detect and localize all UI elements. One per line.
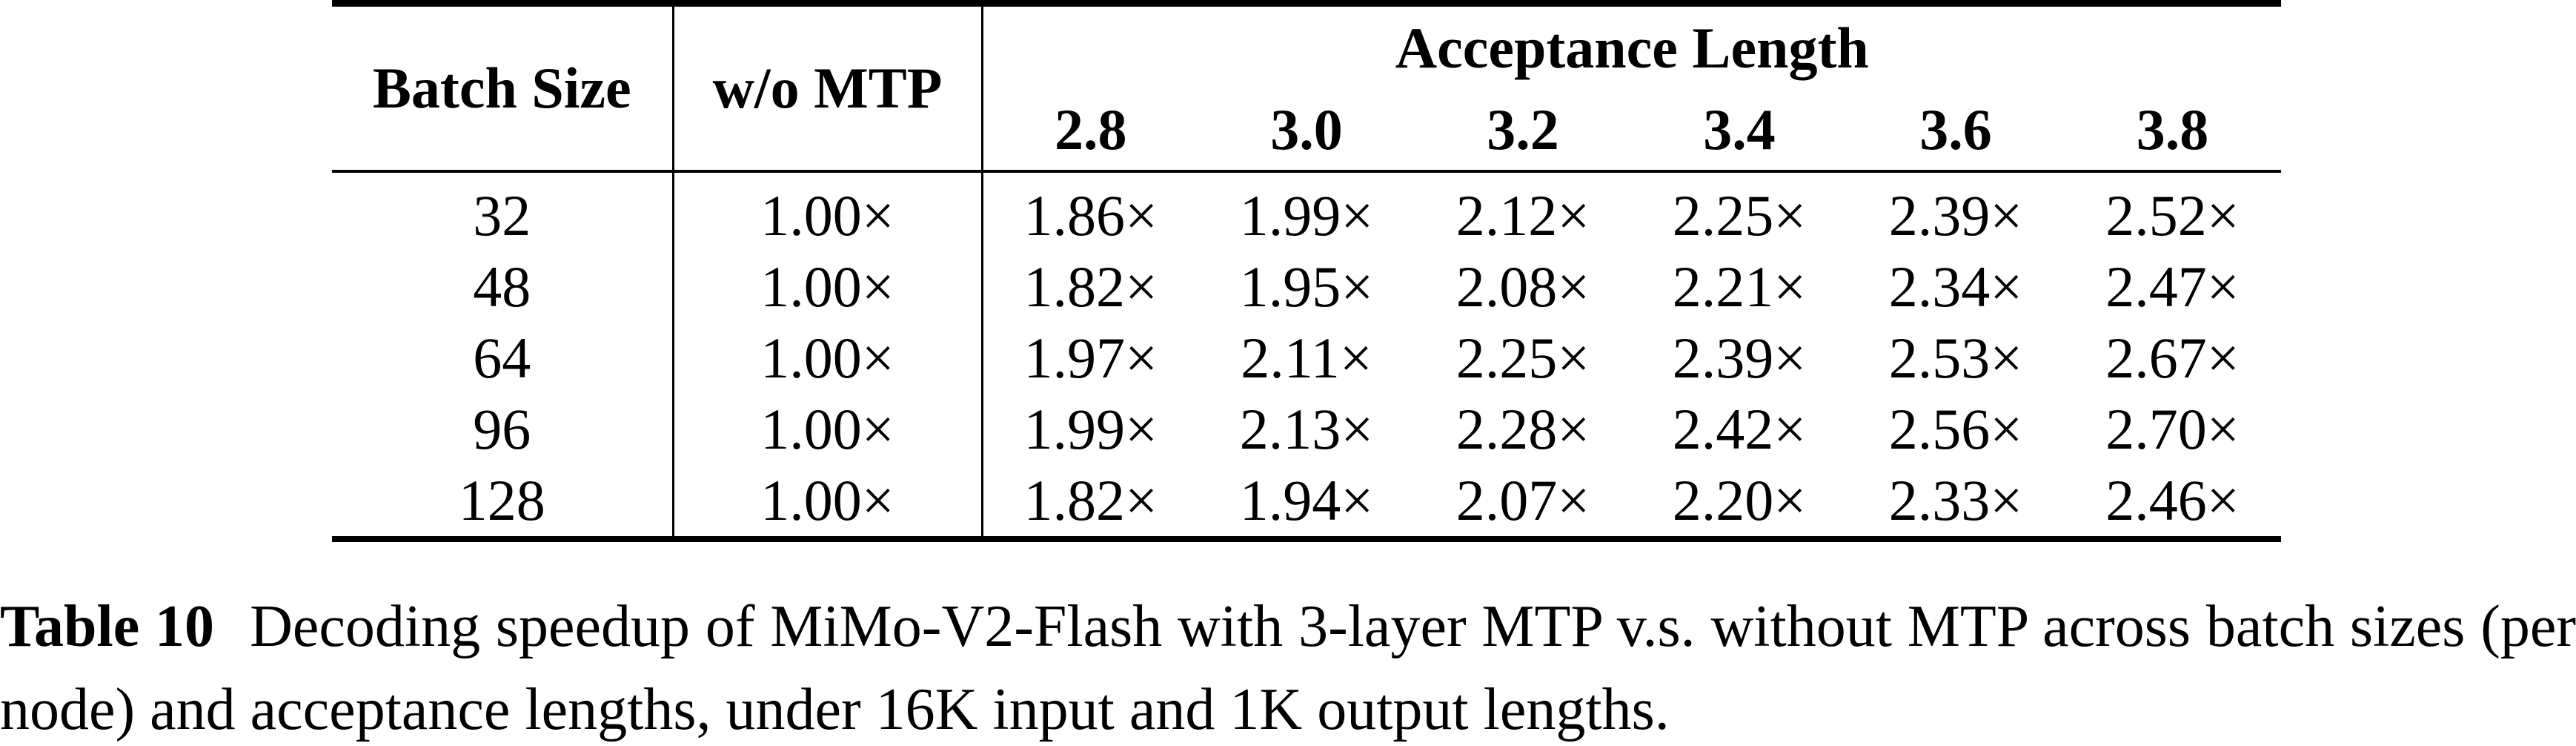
speedup-cell: 1.94× (1239, 468, 1374, 532)
speedup-cell: 1.99× (1239, 183, 1374, 248)
wo-mtp-cell: 1.00× (673, 171, 983, 251)
speedup-cell: 2.33× (1888, 468, 2023, 532)
table-body: 32 1.00× 1.86× 1.99× 2.12× 2.25× 2.39× 2… (332, 171, 2281, 539)
wo-mtp-cell: 1.00× (673, 394, 983, 465)
acceptance-col-header-1: 2.8 (982, 90, 1198, 173)
speedup-cell: 2.39× (1888, 183, 2023, 248)
speedup-cell: 2.47× (2105, 254, 2240, 319)
speedup-cell: 2.08× (1455, 254, 1590, 319)
speedup-cell: 2.70× (2105, 397, 2240, 461)
caption-text: Decoding speedup of MiMo-V2-Flash with 3… (0, 594, 2576, 742)
speedup-cell: 2.39× (1672, 326, 1807, 390)
table-row: 128 1.00× 1.82× 1.94× 2.07× 2.20× 2.33× … (332, 465, 2281, 539)
wo-mtp-cell: 1.00× (673, 465, 983, 539)
speedup-cell: 2.11× (1241, 326, 1372, 390)
speedup-table: Batch Size w/o MTP Acceptance Length 2.8… (332, 0, 2282, 542)
speedup-cell: 2.21× (1672, 254, 1807, 319)
wo-mtp-cell: 1.00× (673, 251, 983, 323)
speedup-cell: 2.52× (2105, 183, 2240, 248)
speedup-cell: 2.67× (2105, 326, 2240, 390)
speedup-cell: 1.82× (1023, 468, 1158, 532)
header-row-values: 2.8 3.0 3.2 3.4 3.6 3.8 (332, 90, 2282, 173)
speedup-cell: 2.20× (1672, 468, 1807, 532)
speedup-cell: 1.95× (1239, 254, 1374, 319)
speedup-cell: 2.07× (1455, 468, 1590, 532)
table-row: 48 1.00× 1.82× 1.95× 2.08× 2.21× 2.34× 2… (332, 251, 2281, 323)
table-row: 96 1.00× 1.99× 2.13× 2.28× 2.42× 2.56× 2… (332, 394, 2281, 465)
acceptance-col-header-3: 3.2 (1415, 90, 1631, 173)
table-caption: Table 10 Decoding speedup of MiMo-V2-Flas… (0, 585, 2576, 746)
speedup-cell: 1.86× (1023, 183, 1158, 248)
acceptance-col-header-2: 3.0 (1198, 90, 1415, 173)
speedup-cell: 2.56× (1888, 397, 2023, 461)
table-row: 32 1.00× 1.86× 1.99× 2.12× 2.25× 2.39× 2… (332, 171, 2281, 251)
wo-mtp-cell: 1.00× (673, 323, 983, 394)
batch-size-cell: 96 (332, 394, 674, 465)
speedup-cell: 2.42× (1672, 397, 1807, 461)
speedup-cell: 1.97× (1023, 326, 1158, 390)
speedup-cell: 2.25× (1455, 326, 1590, 390)
speedup-cell: 2.28× (1455, 397, 1590, 461)
batch-size-cell: 128 (332, 465, 674, 539)
table-header: Batch Size w/o MTP Acceptance Length 2.8… (332, 3, 2282, 173)
speedup-cell: 2.53× (1888, 326, 2023, 390)
caption-label: Table 10 (0, 594, 215, 659)
speedup-cell: 2.13× (1239, 397, 1374, 461)
header-row-group: Batch Size w/o MTP Acceptance Length (332, 3, 2281, 173)
acceptance-col-header-5: 3.6 (1848, 90, 2064, 173)
speedup-cell: 1.99× (1023, 397, 1158, 461)
table-row: 64 1.00× 1.97× 2.11× 2.25× 2.39× 2.53× 2… (332, 323, 2281, 394)
speedup-cell: 2.12× (1455, 183, 1590, 248)
speedup-cell: 2.25× (1672, 183, 1807, 248)
speedup-cell: 1.82× (1023, 254, 1158, 319)
batch-size-cell: 64 (332, 323, 674, 394)
acceptance-length-group-header: Acceptance Length (1395, 16, 1869, 80)
batch-size-cell: 32 (332, 171, 674, 251)
speedup-cell: 2.34× (1888, 254, 2023, 319)
batch-size-header: Batch Size (332, 3, 674, 173)
acceptance-col-header-6: 3.8 (2064, 90, 2282, 173)
batch-size-cell: 48 (332, 251, 674, 323)
speedup-cell: 2.46× (2105, 468, 2240, 532)
wo-mtp-header: w/o MTP (673, 3, 983, 173)
acceptance-col-header-4: 3.4 (1631, 90, 1848, 173)
